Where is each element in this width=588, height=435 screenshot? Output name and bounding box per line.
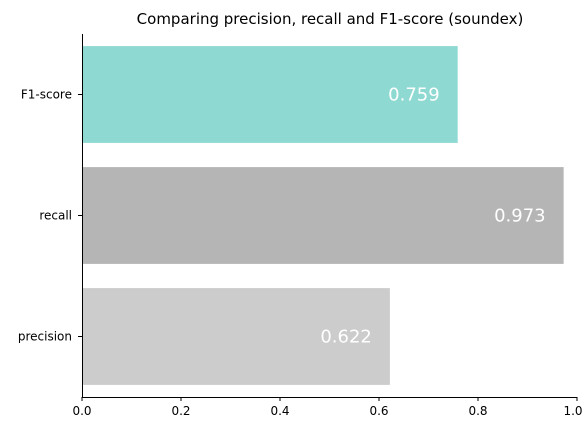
y-tick-label: recall: [39, 209, 72, 223]
x-tick-label: 0.2: [171, 404, 190, 418]
bar-f1-score: [82, 46, 458, 143]
x-tick-label: 0.0: [72, 404, 91, 418]
x-tick-label: 0.8: [468, 404, 487, 418]
y-tick-labels: F1-score recall precision: [18, 88, 82, 344]
chart-title: Comparing precision, recall and F1-score…: [137, 10, 524, 28]
y-tick-label: precision: [18, 330, 72, 344]
x-tick-label: 1.0: [563, 404, 582, 418]
data-label: 0.973: [494, 206, 546, 227]
data-label: 0.622: [320, 327, 372, 348]
x-tick-label: 0.4: [270, 404, 289, 418]
bars-group: 0.759 0.973 0.622: [82, 46, 564, 385]
data-label: 0.759: [388, 85, 440, 106]
x-tick-label: 0.6: [369, 404, 388, 418]
bar-recall: [82, 167, 564, 264]
bar-precision: [82, 288, 390, 385]
x-ticks: 0.0 0.2 0.4 0.6 0.8 1.0: [72, 397, 583, 418]
y-tick-label: F1-score: [21, 88, 72, 102]
